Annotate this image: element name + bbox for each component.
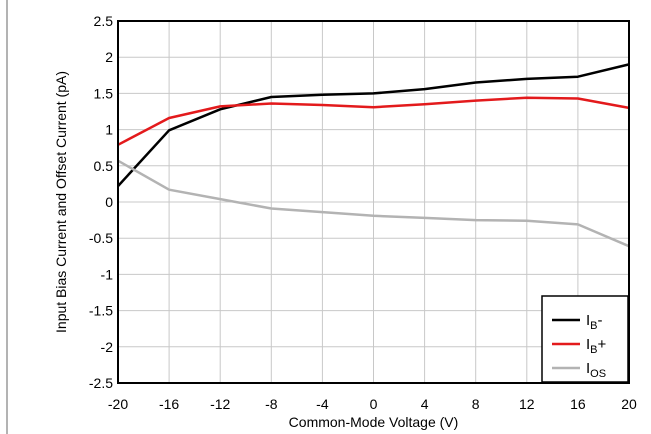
y-tick-label: 1.5 (94, 85, 114, 101)
x-tick-label: 16 (570, 396, 586, 412)
y-tick-label: 2 (105, 49, 113, 65)
legend: IB- IB+ IOS (541, 295, 629, 383)
legend-label-ib-plus: IB+ (586, 336, 607, 356)
y-tick-label: 0.5 (94, 158, 114, 174)
x-tick-labels: -20 -16 -12 -8 -4 0 4 8 12 16 20 (108, 396, 637, 412)
y-tick-label: 1 (105, 122, 113, 138)
legend-label-ios: IOS (586, 360, 606, 380)
x-tick-label: -12 (210, 396, 230, 412)
y-tick-label: -2 (101, 339, 114, 355)
y-tick-label: 2.5 (94, 13, 114, 29)
series-line-ib-plus (117, 96, 630, 146)
y-tick-label: 0 (105, 194, 113, 210)
y-axis-label: Input Bias Current and Offset Current (p… (53, 71, 69, 333)
x-tick-label: -16 (159, 396, 179, 412)
x-tick-label: 12 (519, 396, 535, 412)
y-tick-label: -0.5 (89, 230, 113, 246)
series-line-ib-minus (117, 63, 630, 187)
x-tick-label: -8 (265, 396, 278, 412)
x-axis-label: Common-Mode Voltage (V) (289, 414, 459, 430)
legend-label-ib-minus: IB- (586, 312, 603, 332)
x-tick-label: 20 (621, 396, 637, 412)
y-tick-label: -1 (101, 266, 114, 282)
x-tick-label: 4 (421, 396, 429, 412)
x-tick-label: 8 (472, 396, 480, 412)
y-tick-labels: -2.5 -2 -1.5 -1 -0.5 0 0.5 1 1.5 2 2.5 (89, 13, 113, 391)
series-line-ios (117, 159, 630, 248)
y-tick-label: -1.5 (89, 303, 113, 319)
x-tick-label: -20 (108, 396, 128, 412)
plot-frame (117, 20, 630, 384)
y-tick-label: -2.5 (89, 375, 113, 391)
x-tick-label: -4 (316, 396, 329, 412)
series-layer (117, 63, 630, 248)
x-tick-label: 0 (370, 396, 378, 412)
